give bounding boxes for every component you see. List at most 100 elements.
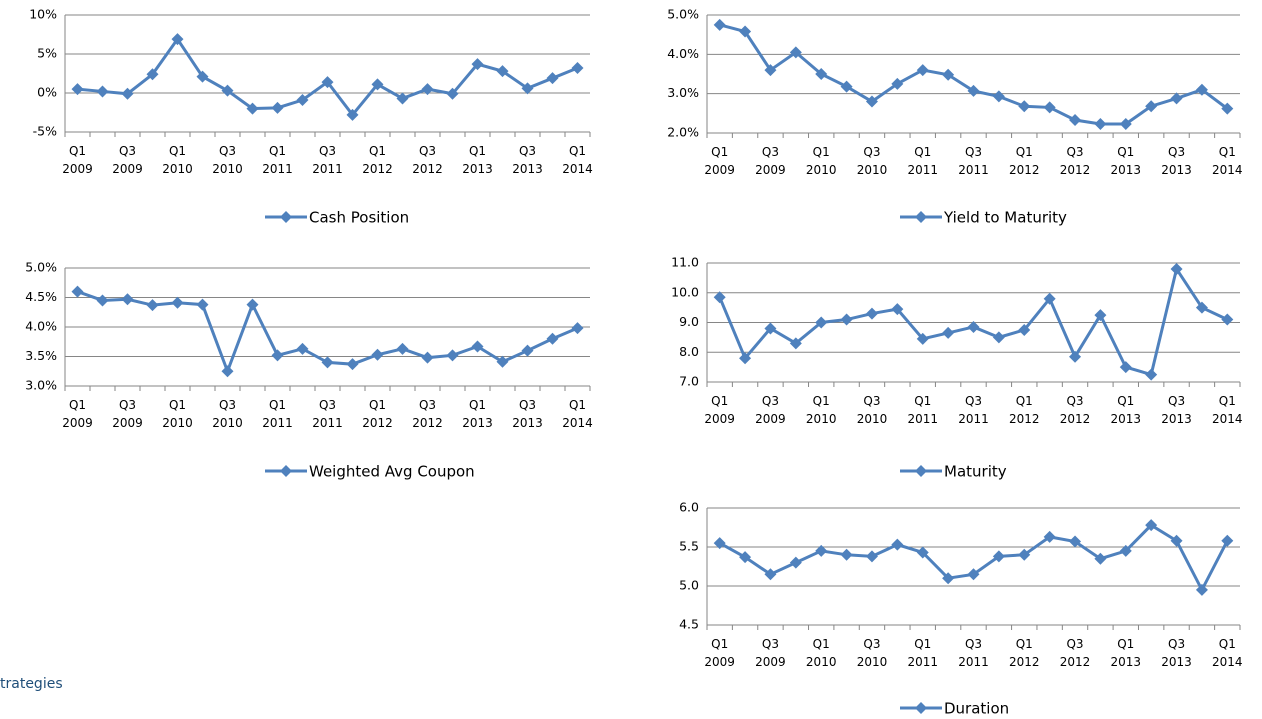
x-tick-label-box: Q3 2011 [958, 637, 989, 669]
x-tick-label-box: Q1 2009 [704, 637, 735, 669]
x-tick-label-box: Q3 2009 [755, 637, 786, 669]
x-tick-label-box: Q3 2009 [755, 394, 786, 426]
data-marker [271, 349, 284, 362]
data-marker [764, 64, 777, 77]
y-tick-label: 5% [37, 46, 57, 61]
legend-marker [915, 702, 927, 714]
x-tick-label: Q1 2013 [1110, 394, 1142, 426]
x-tick-label-box: Q3 2012 [1060, 145, 1091, 177]
x-tick-label: Q1 2010 [805, 145, 837, 177]
x-tick-label-box: Q3 2013 [512, 398, 543, 430]
x-tick-label-box: Q3 2010 [212, 398, 243, 430]
x-tick-label: Q3 2013 [1161, 637, 1192, 669]
data-marker [371, 348, 384, 361]
x-tick-label-box: Q1 2009 [62, 398, 93, 430]
x-tick-label: Q1 2013 [462, 144, 493, 176]
x-tick-label-box: Q3 2012 [412, 144, 443, 176]
x-tick-label-box: Q3 2012 [1060, 394, 1091, 426]
x-tick-label: Q1 2012 [362, 398, 393, 430]
x-tick-label: Q1 2012 [1008, 145, 1040, 177]
data-marker [992, 550, 1005, 563]
data-marker [1043, 292, 1056, 305]
data-marker [1221, 534, 1234, 547]
x-tick-label: Q3 2009 [755, 394, 786, 426]
y-tick-label: 5.5 [679, 539, 699, 554]
legend-marker [280, 465, 292, 477]
x-tick-label-box: Q3 2009 [755, 145, 786, 177]
data-marker [296, 94, 309, 107]
data-marker [1195, 583, 1208, 596]
x-tick-label-box: Q1 2009 [704, 145, 735, 177]
x-tick-label: Q3 2013 [512, 398, 543, 430]
legend-label: Duration [944, 700, 1009, 718]
y-tick-label: -5% [33, 124, 57, 139]
x-tick-label: Q1 2014 [562, 144, 593, 176]
y-tick-label: 5.0 [679, 578, 699, 593]
data-marker [967, 84, 980, 97]
x-tick-label: Q1 2009 [704, 394, 735, 426]
x-tick-label-box: Q3 2012 [412, 398, 443, 430]
y-tick-label: 3.0% [667, 85, 699, 100]
x-tick-label-box: Q3 2012 [1059, 637, 1091, 669]
data-marker [346, 108, 359, 121]
data-marker [815, 68, 828, 80]
y-tick-label: 2.0% [667, 125, 699, 140]
data-marker [789, 337, 802, 350]
data-marker [789, 46, 802, 59]
data-marker [739, 551, 752, 564]
x-tick-label-box: Q1 2009 [62, 144, 93, 176]
data-marker [71, 83, 84, 96]
x-tick-label-box: Q1 2014 [562, 144, 593, 176]
data-marker [546, 72, 559, 85]
legend-label: Cash Position [309, 209, 409, 227]
y-tick-label: 11.0 [671, 255, 699, 270]
data-marker [942, 326, 955, 339]
data-marker [840, 313, 853, 326]
data-marker [121, 87, 134, 100]
data-marker [1170, 534, 1183, 547]
x-tick-label-box: Q1 2013 [1111, 637, 1142, 669]
data-marker [764, 568, 777, 581]
y-tick-label: 3.0% [25, 378, 57, 393]
x-tick-label-box: Q3 2010 [212, 144, 243, 176]
data-marker [1221, 102, 1234, 115]
data-marker [96, 294, 109, 307]
y-tick-label: 4.0% [25, 319, 57, 334]
x-tick-label-box: Q3 2010 [857, 145, 888, 177]
x-tick-label-box: Q1 2012 [362, 144, 393, 176]
x-tick-label: Q1 2009 [704, 637, 735, 669]
data-marker [1119, 117, 1132, 130]
data-marker [865, 307, 878, 320]
data-marker [71, 285, 84, 298]
x-tick-label-box: Q1 2012 [1009, 394, 1040, 426]
data-marker [1145, 100, 1158, 113]
data-marker [1094, 552, 1107, 565]
x-tick-label: Q3 2011 [958, 637, 989, 669]
data-marker [1018, 100, 1031, 113]
x-tick-label: Q3 2013 [512, 144, 543, 176]
x-tick-label-box: Q3 2011 [312, 398, 343, 430]
data-marker [546, 332, 559, 345]
x-tick-label-box: Q1 2014 [1212, 394, 1243, 426]
x-tick-label-box: Q1 2010 [806, 637, 837, 669]
x-tick-label: Q3 2010 [856, 394, 888, 426]
x-tick-label-box: Q3 2009 [112, 398, 143, 430]
data-marker [571, 62, 584, 75]
x-tick-label-box: Q3 2013 [1161, 637, 1192, 669]
data-marker [1094, 309, 1107, 322]
x-tick-label: Q1 2012 [362, 144, 393, 176]
data-marker [739, 25, 752, 38]
data-marker [421, 351, 434, 364]
x-tick-label-box: Q1 2010 [162, 398, 193, 430]
legend-marker [915, 465, 927, 477]
data-marker [571, 322, 584, 335]
data-marker [196, 298, 209, 311]
x-tick-label: Q3 2011 [958, 394, 989, 426]
data-marker [1195, 83, 1208, 96]
x-tick-label-box: Q1 2011 [262, 398, 293, 430]
x-tick-label-box: Q3 2011 [958, 145, 989, 177]
data-marker [221, 365, 234, 378]
x-tick-label: Q3 2012 [1059, 637, 1091, 669]
legend-marker [280, 211, 292, 223]
